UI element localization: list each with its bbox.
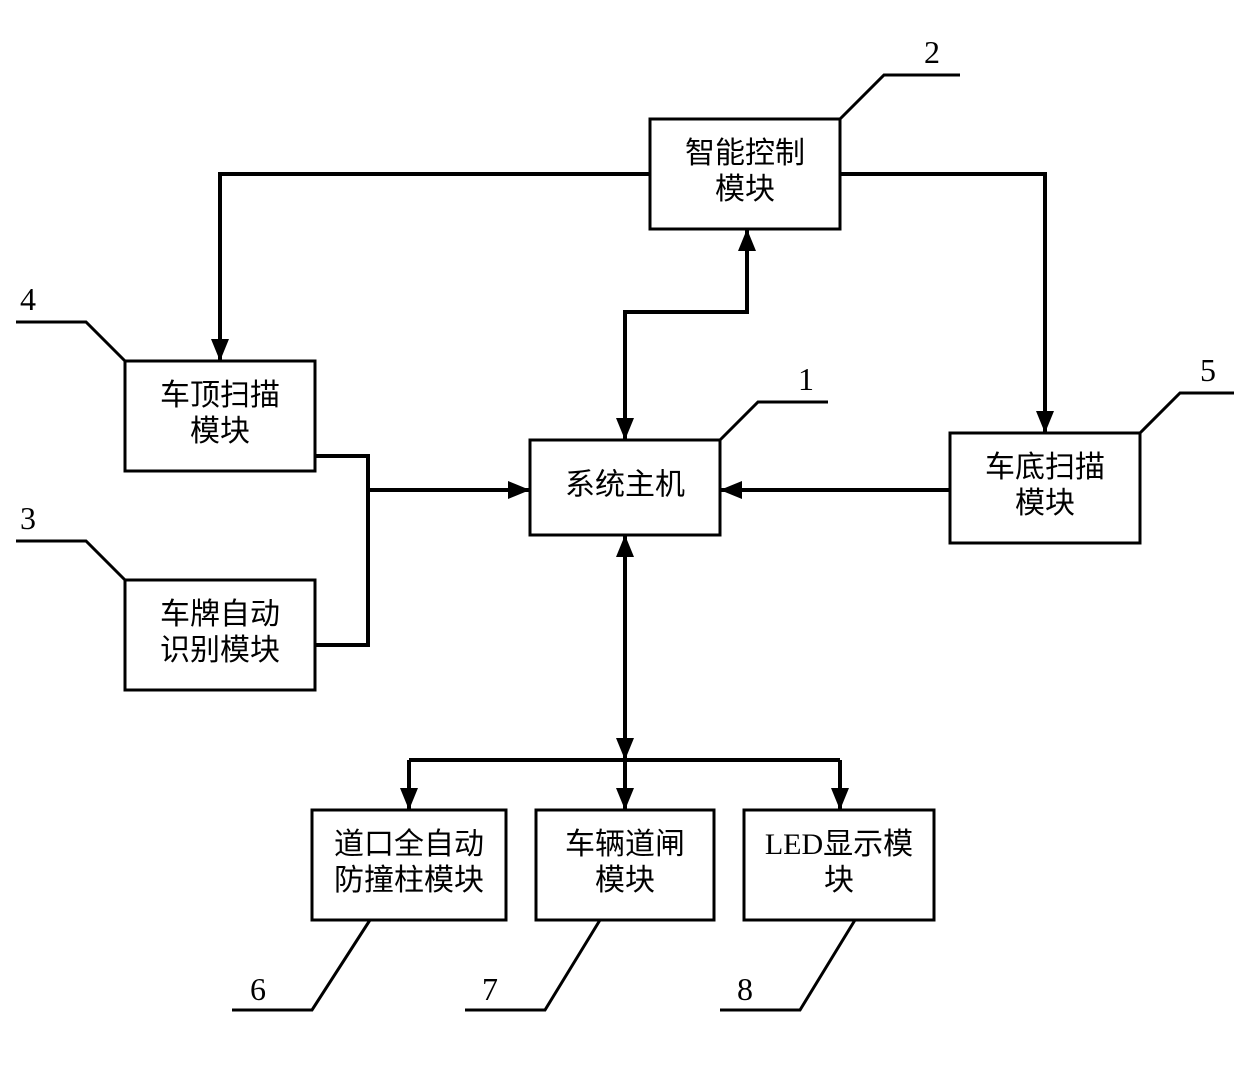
node-label: LED显示模: [765, 828, 913, 861]
callout-number: 6: [250, 971, 266, 1007]
arrowhead: [400, 788, 418, 810]
node-label: 系统主机: [565, 468, 685, 501]
node-label: 车底扫描: [985, 451, 1105, 484]
node-label: 模块: [595, 864, 655, 897]
arrowhead: [831, 788, 849, 810]
node-n2: 智能控制模块 2: [650, 34, 960, 229]
leader-line: [16, 541, 125, 580]
node-n8: LED显示模块 8: [720, 810, 934, 1010]
node-n3: 车牌自动识别模块 3: [16, 500, 315, 690]
leader-line: [840, 75, 960, 119]
arrowhead: [616, 418, 634, 440]
leader-line: [16, 322, 125, 361]
node-n6: 道口全自动防撞柱模块 6: [232, 810, 506, 1010]
node-label: 智能控制: [685, 137, 805, 170]
node-label: 块: [824, 864, 854, 897]
leader-line: [720, 402, 828, 440]
callout-number: 8: [737, 971, 753, 1007]
callout-number: 3: [20, 500, 36, 536]
callout-number: 7: [482, 971, 498, 1007]
connector: [840, 174, 1045, 433]
connector: [315, 490, 368, 645]
node-label: 模块: [1015, 487, 1075, 520]
arrowhead: [616, 535, 634, 557]
connector: [315, 456, 530, 490]
callout-number: 5: [1200, 352, 1216, 388]
arrowhead: [616, 738, 634, 760]
callout-number: 2: [924, 34, 940, 70]
node-label: 识别模块: [160, 634, 280, 667]
arrowhead: [211, 339, 229, 361]
arrowhead: [1036, 411, 1054, 433]
connector: [625, 229, 747, 440]
node-n5: 车底扫描模块 5: [950, 352, 1234, 543]
arrowhead: [508, 481, 530, 499]
arrowhead: [738, 229, 756, 251]
node-label: 车顶扫描: [160, 379, 280, 412]
node-label: 模块: [190, 415, 250, 448]
diagram-canvas: 系统主机1智能控制模块2车牌自动识别模块3车顶扫描模块4车底扫描模块5道口全自动…: [0, 0, 1240, 1069]
node-label: 防撞柱模块: [334, 864, 484, 897]
node-n1: 系统主机 1: [530, 361, 828, 535]
callout-number: 4: [20, 281, 36, 317]
node-n4: 车顶扫描模块 4: [16, 281, 315, 471]
node-label: 道口全自动: [334, 828, 484, 861]
node-label: 模块: [715, 173, 775, 206]
arrowhead: [720, 481, 742, 499]
node-label: 车辆道闸: [565, 828, 685, 861]
arrowhead: [616, 788, 634, 810]
leader-line: [1140, 393, 1234, 433]
callout-number: 1: [798, 361, 814, 397]
connector: [220, 174, 650, 361]
node-label: 车牌自动: [160, 598, 280, 631]
